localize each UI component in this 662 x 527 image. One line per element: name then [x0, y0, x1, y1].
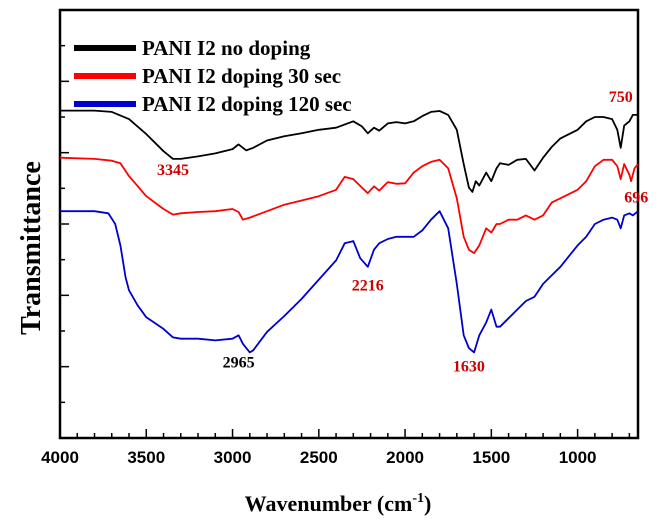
x-axis-title-main: Wavenumber (cm — [245, 491, 413, 516]
peak-label-3345: 3345 — [157, 162, 189, 179]
x-axis-ticks: 4000 3500 3000 2500 2000 1500 1000 — [41, 429, 631, 467]
y-axis-title: Transmittance — [16, 161, 47, 335]
peak-label-750: 750 — [609, 89, 633, 106]
series-layer — [59, 109, 639, 354]
legend-label-2: PANI I2 doping 30 sec — [142, 64, 341, 88]
x-tick-label: 4000 — [41, 448, 79, 467]
annotation-layer: 3345 750 696 2216 2965 1630 — [157, 89, 648, 376]
x-tick-label: 3000 — [214, 448, 252, 467]
x-tick-label: 3500 — [127, 448, 165, 467]
legend-label-1: PANI I2 no doping — [142, 36, 311, 60]
legend-label-3: PANI I2 doping 120 sec — [142, 92, 352, 116]
y-axis-ticks — [60, 44, 69, 404]
x-tick-label: 2500 — [300, 448, 338, 467]
x-axis-title-sup: -1 — [412, 491, 424, 506]
peak-label-2965: 2965 — [223, 354, 255, 371]
peak-label-2216: 2216 — [352, 277, 384, 294]
x-tick-label: 1000 — [559, 448, 597, 467]
peak-label-696: 696 — [624, 190, 648, 207]
x-axis-title-end: ) — [424, 491, 431, 516]
legend: PANI I2 no doping PANI I2 doping 30 sec PA… — [74, 36, 352, 116]
series-line-1 — [60, 109, 638, 193]
series-line-2 — [59, 156, 639, 254]
x-axis-title: Wavenumber (cm-1) — [245, 491, 432, 516]
series-line-3 — [60, 210, 639, 354]
x-tick-label: 2000 — [386, 448, 424, 467]
x-tick-label: 1500 — [472, 448, 510, 467]
peak-label-1630: 1630 — [453, 359, 485, 376]
